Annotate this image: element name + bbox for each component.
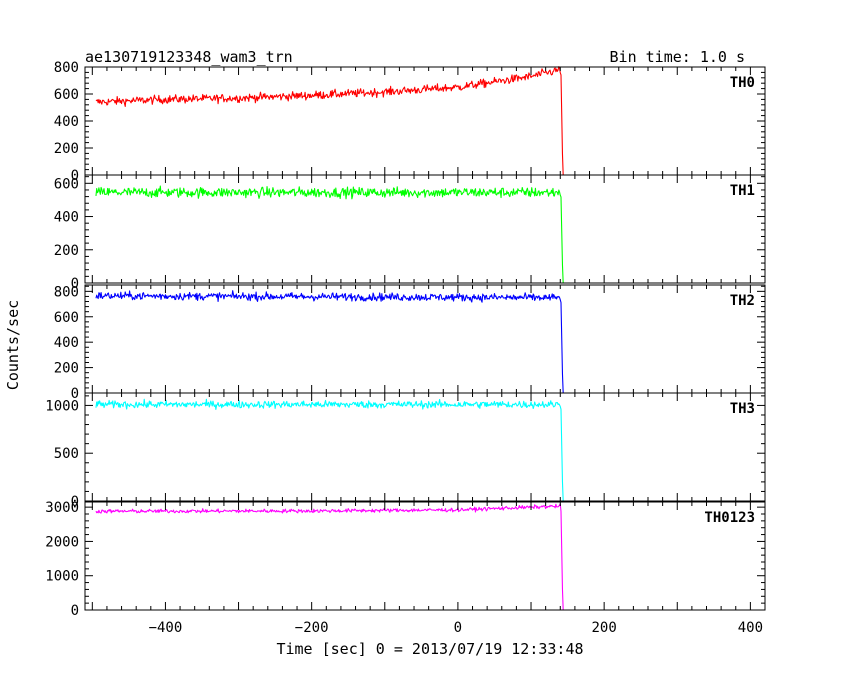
panel-frame [84, 284, 766, 394]
bin-time-label: Bin time: 1.0 s [610, 48, 745, 66]
y-tick-label: 400 [54, 114, 79, 130]
y-tick-label: 400 [54, 335, 79, 351]
panel-label-th2: TH2 [730, 293, 755, 309]
y-tick-label: 500 [54, 446, 79, 462]
series-line-th0123 [95, 503, 751, 611]
panel-frame [84, 501, 766, 611]
y-tick-label: 600 [54, 310, 79, 326]
panel-th0123: 0 1000 2000 3000 TH0123 [45, 500, 766, 619]
panel-label-th0123: TH0123 [704, 510, 755, 526]
y-tick-label: 0 [71, 386, 79, 402]
panel-label-th1: TH1 [730, 183, 755, 199]
x-tick-label: 0 [454, 620, 462, 636]
panel-th3: 0 500 1000 TH3 [45, 392, 766, 510]
y-tick-label: 2000 [45, 534, 79, 550]
series-line-th1 [95, 185, 751, 284]
panel-frame [84, 174, 766, 284]
panel-th2: 0 200 400 600 800 TH2 [54, 284, 766, 402]
y-tick-label: 800 [54, 60, 79, 76]
y-tick-label: 600 [54, 87, 79, 103]
y-tick-label: 0 [71, 168, 79, 184]
figure-title: ae130719123348_wam3_trn [85, 48, 293, 66]
y-tick-label: 1000 [45, 569, 79, 585]
y-tick-label: 400 [54, 210, 79, 226]
series-line-th3 [95, 398, 751, 502]
panels: 0 200 400 600 800 TH0 0 200 400 600 TH1 0 200 400 600 8… [45, 60, 766, 636]
y-tick-label: 200 [54, 361, 79, 377]
x-axis-label: Time [sec] 0 = 2013/07/19 12:33:48 [276, 640, 583, 658]
x-tick-label: −400 [149, 620, 183, 636]
panel-th1: 0 200 400 600 TH1 [54, 174, 766, 292]
y-axis-label: Counts/sec [4, 300, 22, 390]
y-tick-label: 0 [71, 603, 79, 619]
x-tick-label: −200 [295, 620, 329, 636]
y-tick-label: 600 [54, 176, 79, 192]
series-line-th0 [95, 66, 751, 176]
y-tick-label: 3000 [45, 500, 79, 516]
panel-label-th0: TH0 [730, 75, 755, 91]
x-tick-label: 400 [738, 620, 763, 636]
x-tick-label: 200 [591, 620, 616, 636]
panel-frame [84, 392, 766, 502]
y-tick-label: 200 [54, 243, 79, 259]
y-tick-label: 800 [54, 284, 79, 300]
y-tick-label: 200 [54, 141, 79, 157]
panel-frame [84, 66, 766, 176]
panel-label-th3: TH3 [730, 401, 755, 417]
y-tick-label: 0 [71, 494, 79, 510]
y-tick-label: 1000 [45, 398, 79, 414]
y-tick-label: 0 [71, 276, 79, 292]
series-line-th2 [95, 290, 751, 394]
panel-th0: 0 200 400 600 800 TH0 [54, 60, 766, 184]
